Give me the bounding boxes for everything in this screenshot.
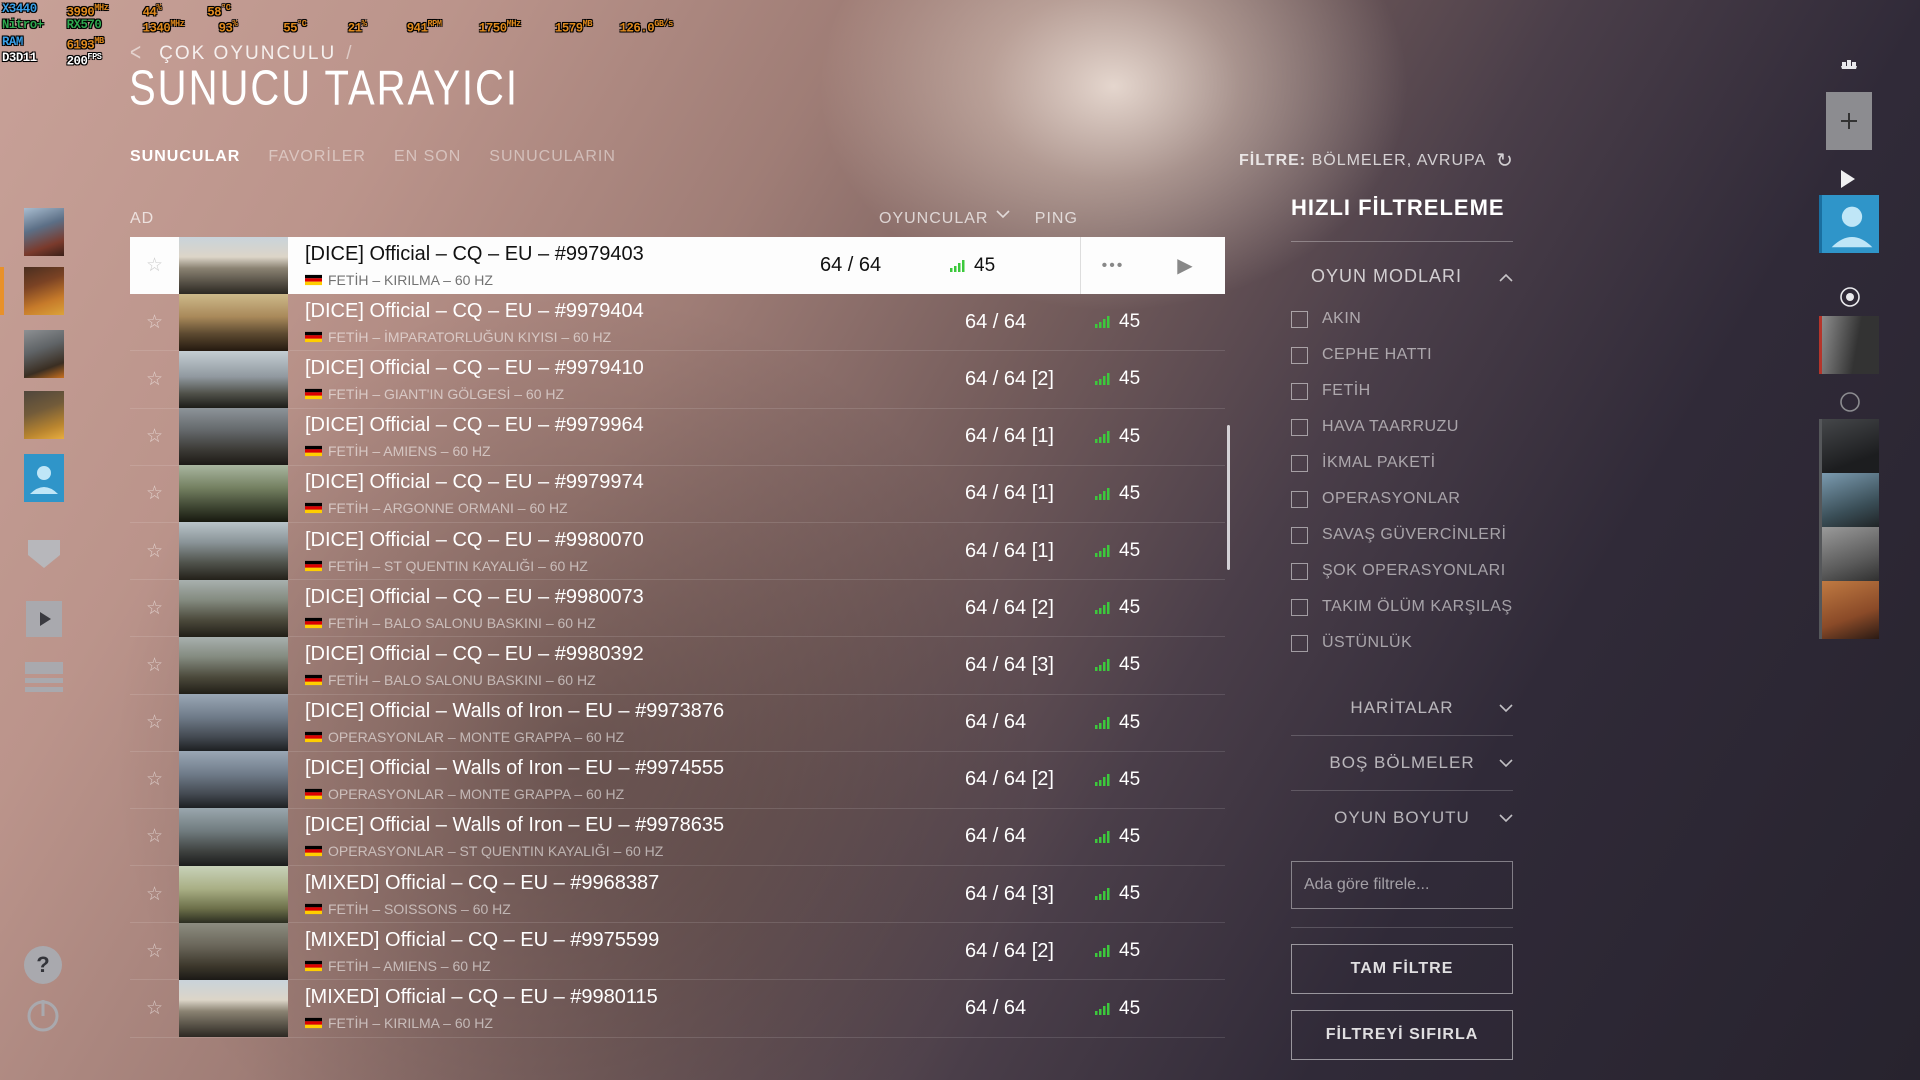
svg-text:?: ? <box>36 952 49 977</box>
